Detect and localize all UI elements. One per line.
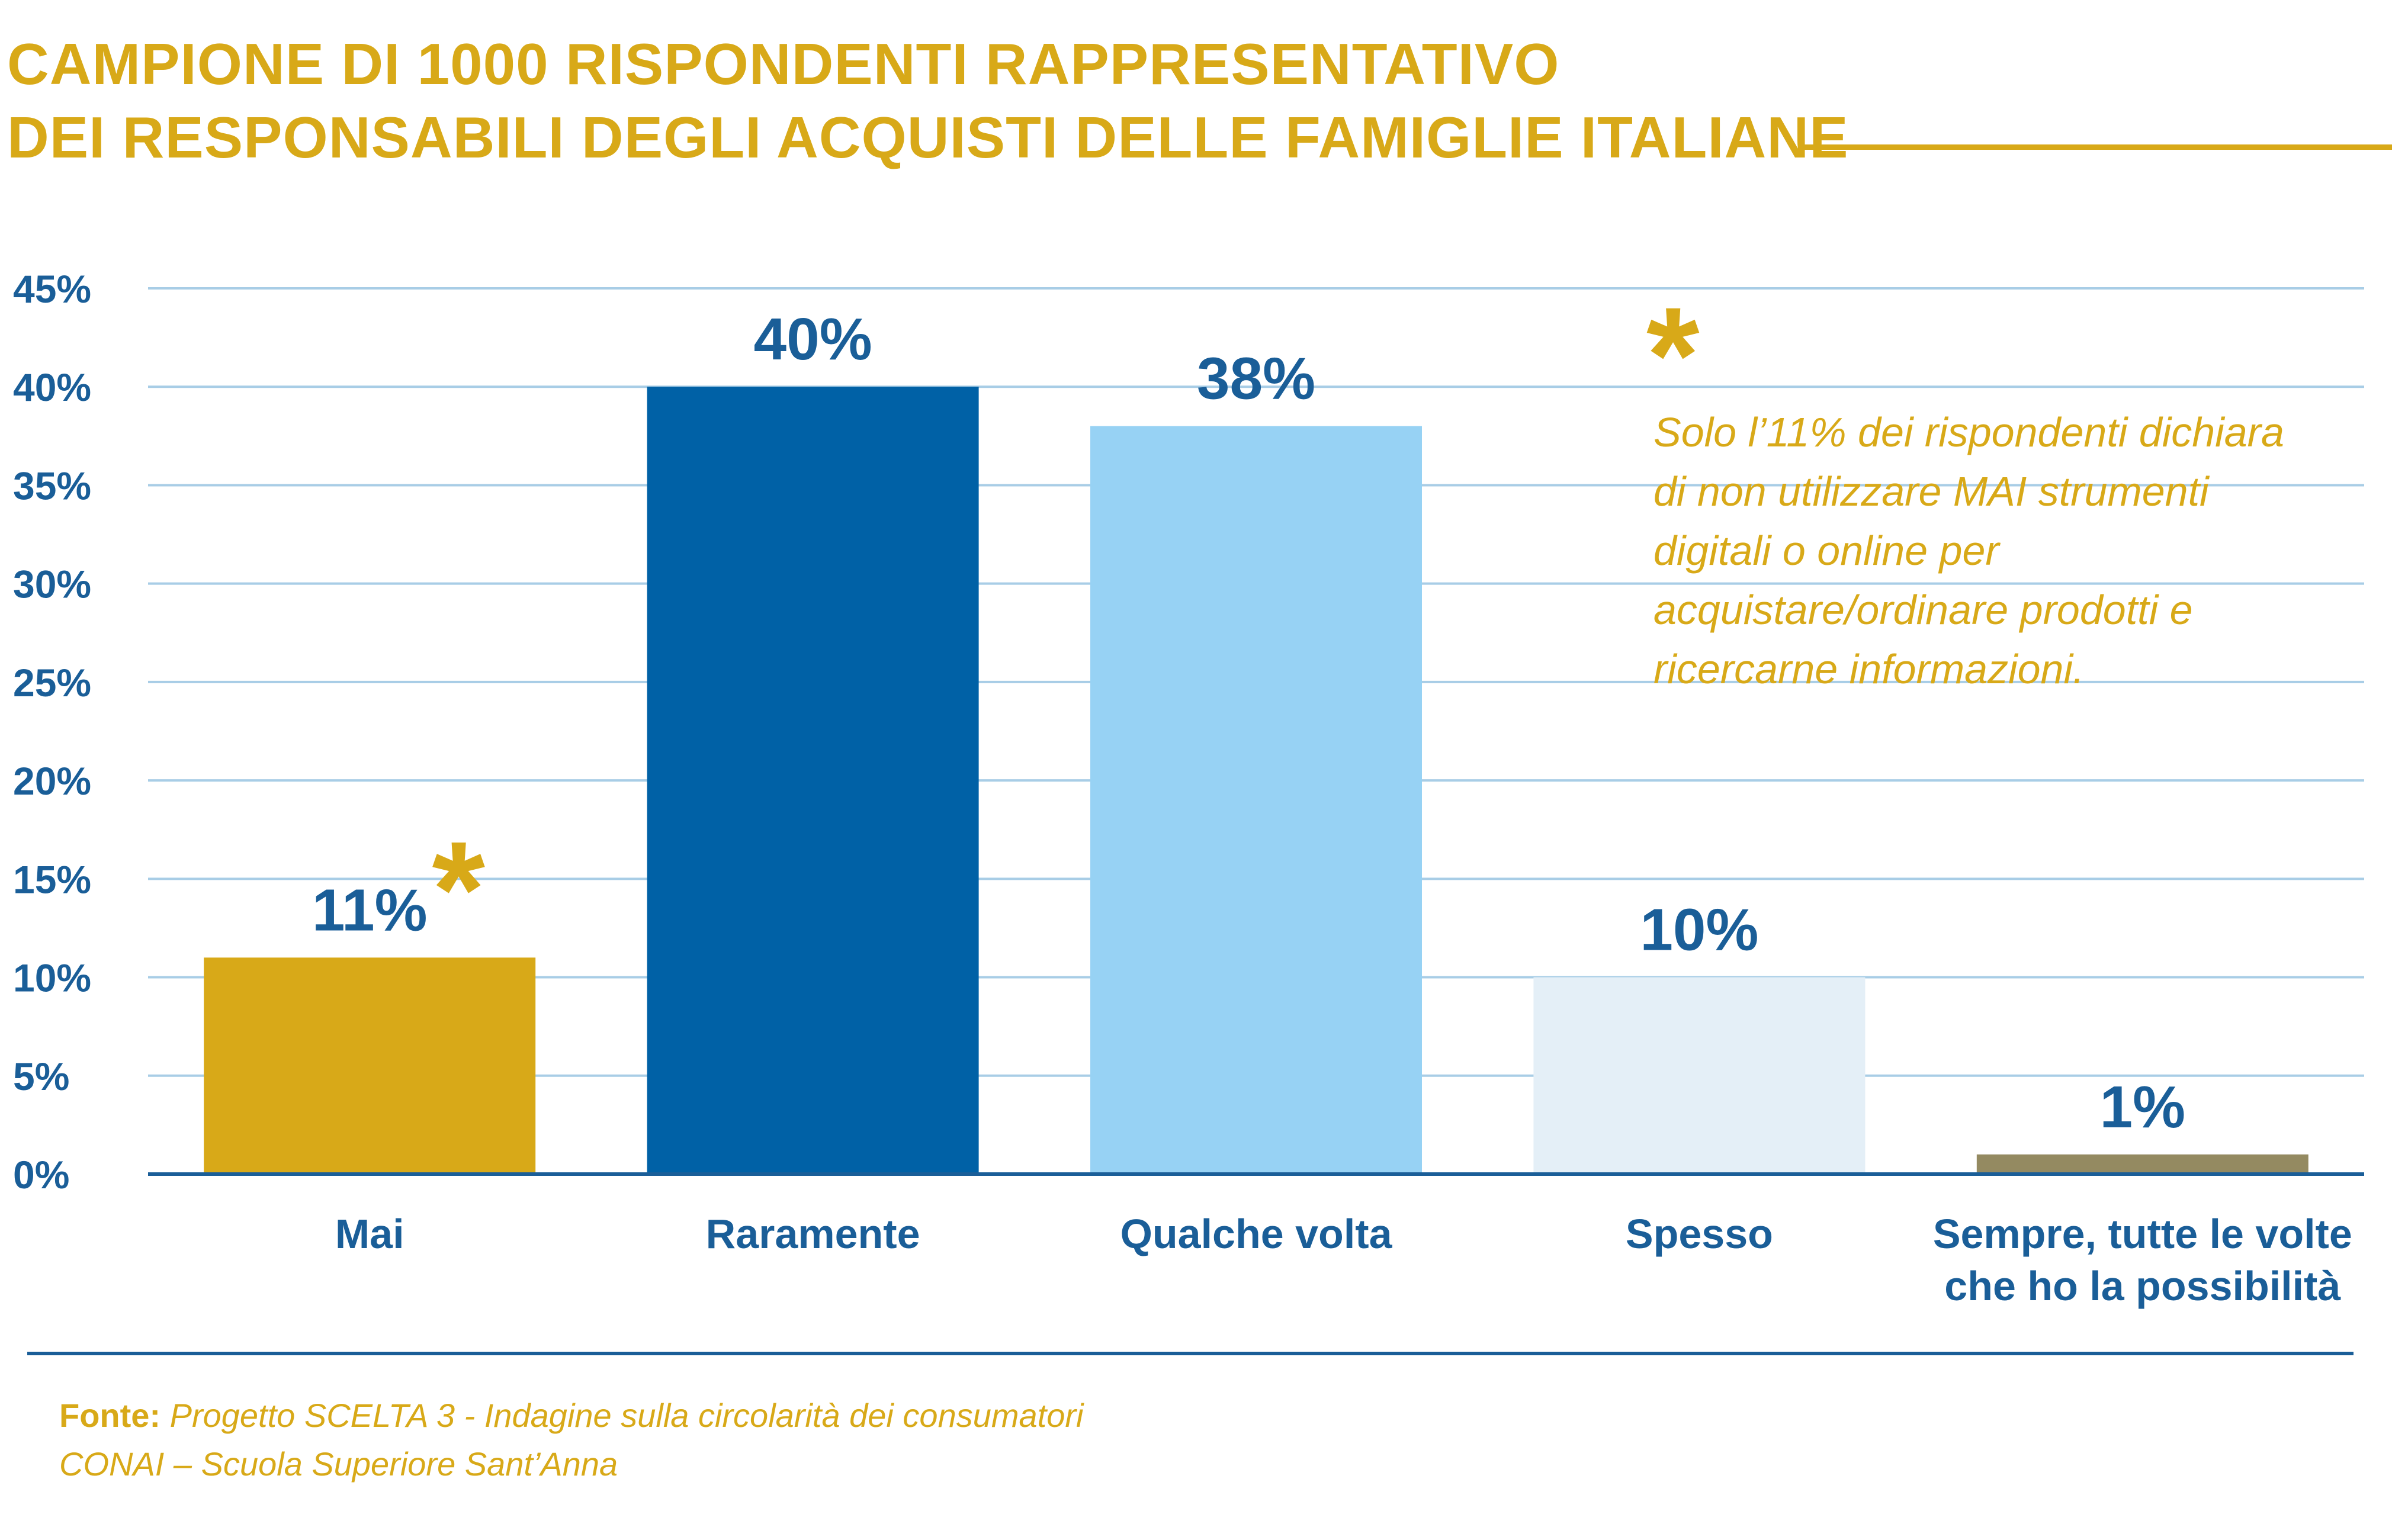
source-line-2: CONAI – Scuola Superiore Sant’Anna [59, 1445, 618, 1483]
y-tick-label: 45% [13, 267, 91, 311]
y-tick-label: 20% [13, 759, 91, 803]
bar-2 [1090, 426, 1422, 1174]
x-tick-label: Sempre, tutte le volte [1933, 1211, 2352, 1257]
chart-title-line-2: DEI RESPONSABILI DEGLI ACQUISTI DELLE FA… [7, 105, 1849, 170]
data-label: 1% [2100, 1074, 2186, 1140]
y-tick-label: 10% [13, 956, 91, 1000]
x-tick-label: Mai [335, 1211, 404, 1257]
note-text: Solo l’11% dei rispondenti dichiara di n… [1653, 409, 2284, 692]
data-label: 10% [1640, 897, 1758, 963]
y-tick-label: 0% [13, 1153, 69, 1197]
source-label: Fonte: [59, 1397, 161, 1434]
bar-0 [204, 957, 536, 1174]
data-label: 11% [312, 877, 428, 943]
x-tick-label: che ho la possibilità [1944, 1263, 2341, 1309]
y-tick-label: 40% [13, 365, 91, 409]
x-tick-label: Qualche volta [1120, 1211, 1392, 1257]
source-note: Fonte: Progetto SCELTA 3 - Indagine sull… [59, 1391, 1083, 1488]
source-line-1: Progetto SCELTA 3 - Indagine sulla circo… [169, 1397, 1084, 1434]
note-asterisk-icon: * [1646, 279, 1700, 431]
title-underline [1800, 144, 2392, 150]
footer-divider [27, 1352, 2354, 1355]
data-label: 40% [754, 306, 872, 372]
y-tick-label: 25% [13, 661, 91, 705]
y-tick-label: 15% [13, 857, 91, 901]
bar-4 [1976, 1154, 2308, 1174]
x-tick-label: Spesso [1626, 1211, 1773, 1257]
data-label: 38% [1197, 346, 1315, 412]
bar-1 [647, 387, 979, 1175]
bar-3 [1533, 977, 1866, 1174]
y-tick-label: 30% [13, 562, 91, 606]
chart-title: CAMPIONE DI 1000 RISPONDENTI RAPPRESENTA… [7, 27, 1848, 174]
x-tick-label: Raramente [706, 1211, 920, 1257]
y-tick-label: 35% [13, 464, 91, 507]
y-tick-label: 5% [13, 1054, 69, 1098]
bar-asterisk-icon: * [432, 813, 485, 965]
chart-title-line-1: CAMPIONE DI 1000 RISPONDENTI RAPPRESENTA… [7, 31, 1560, 97]
